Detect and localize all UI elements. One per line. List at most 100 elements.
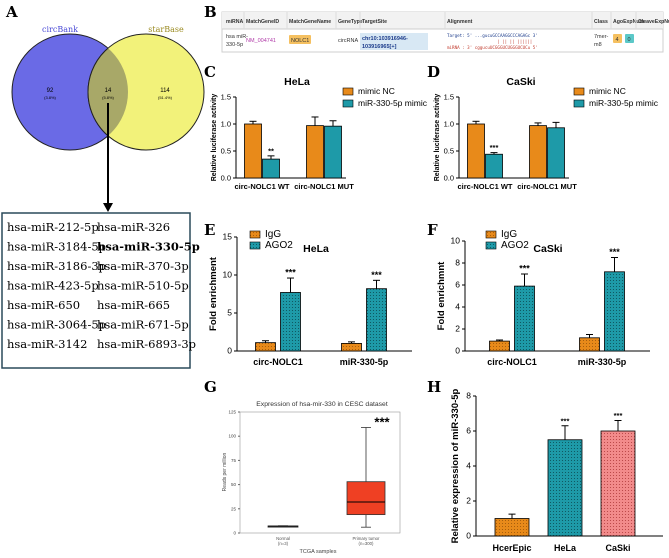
y-tick-label: 1.5 — [444, 93, 454, 102]
col-header-alignment[interactable]: Alignment — [447, 19, 473, 25]
starbase-table: miRNA MatchGeneID MatchGeneName GeneType Tar… — [221, 11, 669, 53]
bar-mimic-nc — [467, 123, 485, 179]
y-axis-label: Relative luciferase activity — [434, 94, 441, 182]
y-tick-label: 8 — [455, 258, 460, 268]
venn-overlap — [87, 34, 128, 150]
venn-arrow-head — [103, 203, 113, 212]
bar-ago2 — [514, 285, 535, 352]
y-tick-label: 50 — [231, 482, 237, 487]
y-tick-label: 10 — [451, 236, 461, 246]
bar-hcerepic — [494, 518, 530, 537]
chart-title: HeLa — [284, 76, 310, 88]
y-tick-label: 15 — [223, 232, 233, 242]
x-category-label: circ-NOLC1 — [487, 357, 537, 367]
mirna-list-box — [1, 212, 191, 369]
significance-label: ** — [268, 146, 274, 155]
mirna-item: hsa-miR-3064-5p — [7, 318, 106, 332]
cell-target-site-line2[interactable]: 103916965[+] — [362, 44, 397, 50]
x-axis-label: TCGA samples — [300, 549, 337, 555]
legend-label-ago2: AGO2 — [501, 240, 529, 251]
panel-label-f: F — [427, 221, 438, 239]
mirna-item: hsa-miR-423-5p — [7, 279, 99, 293]
venn-diagram: circBank starBase 92 (3.8%) 14 (5.8%) 11… — [11, 25, 205, 151]
y-tick-label: 8 — [466, 391, 471, 401]
y-axis-label: Reads per million — [222, 452, 228, 491]
venn-right-label: starBase — [148, 25, 184, 34]
legend-swatch-mimic-nc — [573, 87, 585, 96]
chart-title: CaSki — [506, 76, 535, 88]
x-category-label: Primary tumor — [353, 536, 381, 541]
gene-name-highlight — [289, 35, 311, 44]
y-tick-label: 6 — [455, 280, 460, 290]
x-category-count: (n=3) — [278, 541, 289, 546]
y-tick-label: 100 — [228, 434, 236, 439]
panel-label-c: C — [204, 63, 216, 81]
chart-f: CaSki 0 2 4 6 8 10 Fold enrichmnt *** circ-NOLC1 *… — [436, 229, 650, 367]
mirna-list: hsa-miR-212-5p hsa-miR-3184-5p hsa-miR-318… — [7, 220, 200, 351]
legend-swatch-ago2 — [485, 241, 497, 250]
bar-ago2 — [280, 292, 301, 352]
legend-label-igg: IgG — [501, 229, 517, 240]
bar-caski — [600, 430, 636, 537]
legend-swatch-ago2 — [249, 241, 261, 250]
cell-gene-name: NOLC1 — [291, 38, 309, 44]
chart-title: Expression of hsa-mir-330 in CESC datase… — [256, 401, 388, 408]
x-category-label: circ-NOLC1 — [253, 357, 303, 367]
legend-label-ago2: AGO2 — [265, 240, 293, 251]
cell-class-line1: 7mer- — [594, 34, 609, 40]
bar-igg — [255, 342, 276, 352]
y-tick-label: 75 — [231, 458, 237, 463]
panel-label-h: H — [427, 378, 441, 396]
col-header-class[interactable]: Class — [594, 19, 608, 25]
panel-label-g: G — [204, 378, 217, 396]
y-tick-label: 10 — [223, 270, 233, 280]
venn-left-pct: (3.8%) — [44, 95, 56, 100]
y-axis-label: Fold enrichment — [208, 256, 219, 331]
x-category-label: circ-NOLC1 WT — [457, 182, 512, 191]
plot-frame — [239, 411, 401, 534]
significance-label: *** — [371, 270, 382, 280]
col-header-matchgeneid[interactable]: MatchGeneID — [246, 19, 279, 25]
chart-h: 0 2 4 6 8 Relative expression of miR-330-5p Hc… — [450, 388, 663, 553]
y-axis-label: Fold enrichmnt — [436, 261, 447, 330]
y-tick-label: 0.0 — [444, 174, 454, 183]
mirna-item: hsa-miR-3186-3p — [7, 259, 106, 273]
cell-gene-id-link[interactable]: NM_004741 — [246, 38, 276, 44]
chart-title: HeLa — [303, 243, 329, 255]
significance-label: *** — [285, 268, 296, 278]
y-axis-label: Relative luciferase activity — [211, 94, 218, 182]
cell-target-site-line1[interactable]: chr10:103916946- — [362, 36, 408, 42]
y-tick-label: 4 — [466, 461, 471, 471]
y-tick-label: 2 — [466, 496, 471, 506]
col-header-matchgenename[interactable]: MatchGeneName — [289, 19, 331, 25]
bar-ago2 — [604, 271, 625, 352]
col-header-targetsite[interactable]: TargetSite — [362, 19, 387, 25]
venn-left-label: circBank — [42, 25, 78, 34]
bar-mimic-nc — [306, 125, 324, 179]
col-header-mirna[interactable]: miRNA — [226, 19, 244, 25]
mirna-item: hsa-miR-650 — [7, 298, 80, 312]
y-tick-label: 0 — [233, 531, 236, 536]
y-tick-label: 25 — [231, 506, 237, 511]
significance-label: *** — [519, 264, 530, 274]
x-category-label: HcerEpic — [492, 543, 531, 553]
x-category-count: (n=300) — [359, 541, 374, 546]
mirna-item: hsa-miR-671-5p — [97, 318, 189, 332]
x-category-label: Normal — [276, 536, 290, 541]
align-mirna: miRNA : 3' cggucuUCGGGUCUGGGUCUCu 5' — [447, 45, 538, 50]
chart-title: CaSki — [533, 243, 562, 255]
legend-label-mir-330-5p-mimic: miR-330-5p mimic — [589, 98, 659, 108]
cell-cleave: 0 — [628, 37, 631, 43]
bar-igg — [579, 337, 600, 352]
venn-overlap-count: 14 — [105, 88, 112, 94]
col-header-agoexpnum[interactable]: AgoExpNum — [613, 19, 645, 25]
y-tick-label: 0 — [466, 531, 471, 541]
y-tick-label: 0.0 — [221, 174, 231, 183]
y-tick-label: 1.5 — [221, 93, 231, 102]
col-header-genetype[interactable]: GeneType — [338, 19, 363, 25]
significance-label: *** — [609, 247, 620, 257]
bar-hela — [547, 439, 583, 537]
y-tick-label: 1.0 — [221, 120, 231, 129]
col-header-cleaveexpnum[interactable]: CleaveExpNum — [638, 19, 669, 25]
